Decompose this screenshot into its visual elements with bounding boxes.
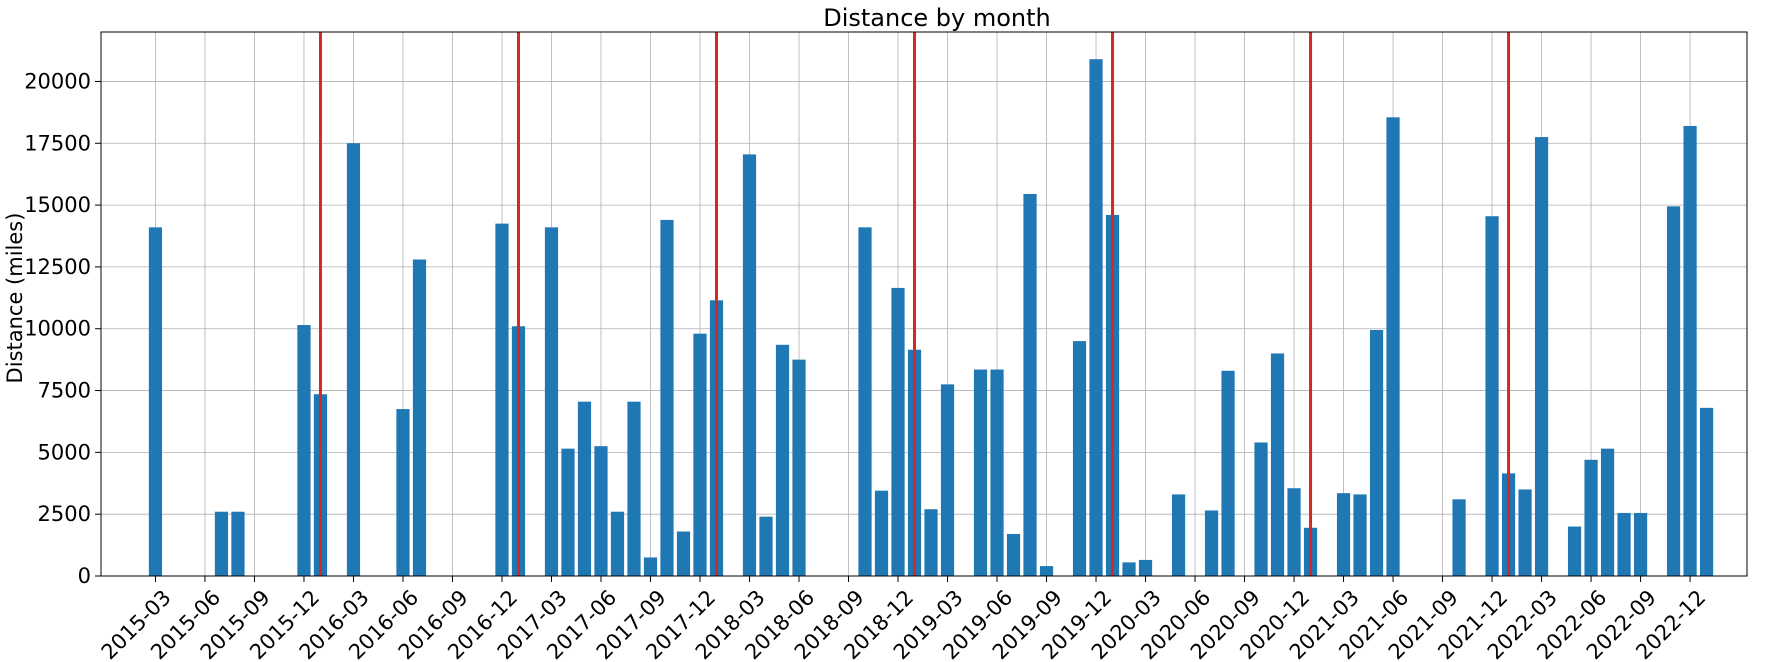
y-tick-label: 2500 (38, 502, 91, 526)
bar (1122, 562, 1136, 576)
bar (660, 219, 674, 576)
bar (858, 227, 872, 576)
bar (495, 223, 509, 577)
bar (1567, 526, 1582, 576)
y-tick-label: 10000 (24, 317, 91, 341)
bar (1023, 193, 1037, 577)
y-tick-label: 5000 (38, 440, 91, 464)
bar (1089, 59, 1103, 576)
bar (1600, 448, 1615, 576)
bar (1699, 407, 1714, 576)
bar (990, 369, 1004, 576)
bar (214, 511, 229, 576)
bar (924, 509, 938, 576)
bar (1617, 512, 1631, 576)
bar (148, 227, 163, 576)
y-tick-label: 7500 (38, 379, 91, 403)
bar (346, 143, 361, 577)
bar (693, 333, 707, 576)
y-axis-label: Distance (miles) (3, 213, 27, 384)
bar (627, 401, 641, 576)
x-axis: 2015-032015-062015-092015-122016-032016-… (97, 576, 1710, 662)
bar (759, 516, 773, 576)
bar (1270, 353, 1285, 576)
y-tick-label: 17500 (24, 131, 91, 155)
bar (1336, 493, 1351, 576)
bar (544, 227, 559, 576)
year-markers (318, 32, 1511, 576)
bar (594, 446, 608, 576)
bar (1204, 510, 1219, 576)
bar (1518, 489, 1532, 576)
bar (1072, 341, 1087, 576)
bar (561, 448, 575, 576)
bar (1683, 125, 1697, 577)
bar (1584, 459, 1598, 576)
bar (412, 259, 427, 576)
bar (1452, 499, 1466, 576)
bar (1369, 329, 1384, 576)
bar (1633, 512, 1648, 576)
bar (610, 511, 625, 576)
bar (297, 325, 311, 576)
bar (973, 369, 988, 576)
bar (231, 511, 245, 576)
bar (396, 409, 410, 576)
y-tick-label: 0 (78, 564, 91, 588)
plot-frame (100, 31, 1748, 577)
bar (1006, 533, 1021, 576)
bar (1666, 206, 1681, 576)
bar (742, 154, 757, 576)
y-axis: 0 2500 5000 7500 10000 12500 15000 17500 20000 (24, 69, 101, 588)
bar (1171, 494, 1186, 576)
bar (792, 359, 806, 576)
y-tick-label: 20000 (24, 69, 91, 93)
bar (1287, 488, 1301, 576)
bar (1039, 566, 1054, 576)
bar (775, 344, 790, 576)
bar (1221, 370, 1235, 576)
bars (148, 59, 1714, 577)
bar (676, 531, 691, 576)
bar (1138, 559, 1153, 576)
bar (1254, 442, 1268, 576)
bar (874, 490, 889, 576)
bar (1485, 216, 1499, 576)
bar (940, 384, 955, 576)
y-tick-label: 12500 (24, 255, 91, 279)
chart-title: Distance by month (823, 4, 1051, 32)
y-tick-label: 15000 (24, 193, 91, 217)
bar (891, 287, 905, 576)
bar (1353, 494, 1367, 576)
bar (643, 557, 658, 576)
bar (577, 401, 592, 576)
bar (1534, 137, 1549, 576)
bar (1386, 117, 1400, 577)
